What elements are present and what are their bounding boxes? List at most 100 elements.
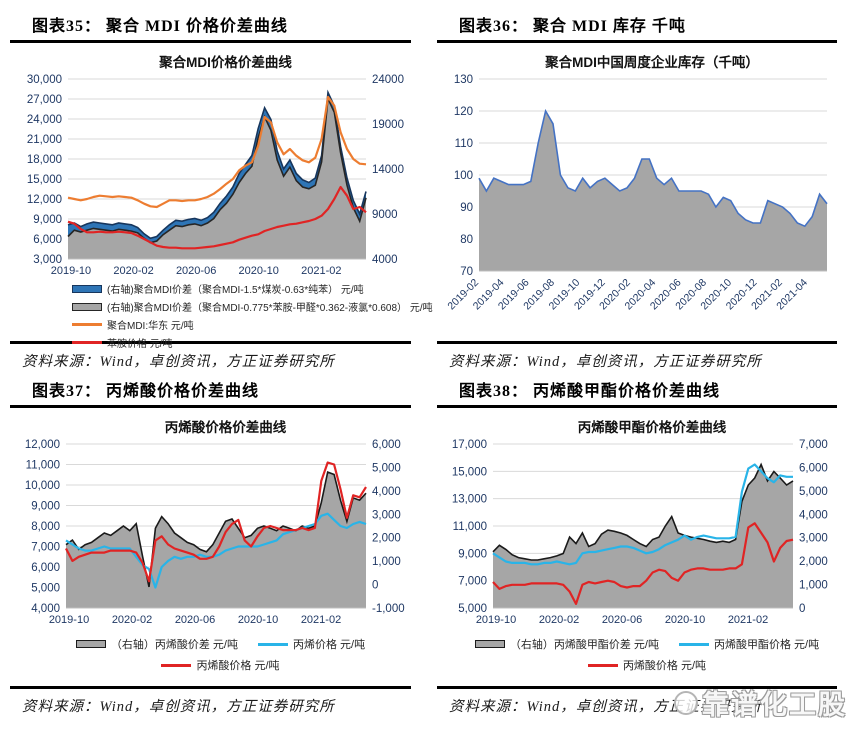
svg-text:2019-10: 2019-10 [51,265,91,277]
watermark: 靠谱化工股 [674,683,847,722]
chart-svg: 5,000 7,000 9,000 11,000 13,000 15,000 17,000 0… [452,439,828,626]
svg-text:9,000: 9,000 [458,548,487,560]
svg-text:2019-10: 2019-10 [49,614,89,626]
source-rule [437,686,837,689]
svg-text:14000: 14000 [372,164,404,176]
chart-35-plot: 3,000 6,000 9,000 12,000 15,000 18,000 21,000 2… [10,73,411,279]
svg-text:27,000: 27,000 [27,94,62,106]
svg-text:3,000: 3,000 [799,533,828,545]
figure-37-source: 资料来源：Wind，卓创资讯，方正证券研究所 [22,699,335,715]
legend-label: 丙烯价格 元/吨 [293,639,366,651]
svg-text:30,000: 30,000 [27,74,62,86]
svg-text:3,000: 3,000 [33,254,62,266]
svg-text:0: 0 [372,580,378,592]
source-rule [437,341,837,344]
svg-text:4000: 4000 [372,254,398,266]
figure-35-source: 资料来源：Wind，卓创资讯，方正证券研究所 [22,354,335,370]
legend-swatch-bar-icon [75,640,106,648]
svg-text:-1,000: -1,000 [372,603,405,615]
svg-text:80: 80 [460,234,473,246]
figure-37: 图表37： 丙烯酸价格价差曲线 丙烯酸价格价差曲线 4,000 5,000 6,00… [0,371,427,732]
figure-38-caption: 图表38： 丙烯酸甲酯价格价差曲线 [459,383,721,400]
svg-text:7,000: 7,000 [799,439,828,451]
chart-38-title: 丙烯酸甲酯价格价差曲线 [577,420,727,435]
svg-text:9,000: 9,000 [31,501,60,513]
svg-text:90: 90 [460,202,473,214]
svg-text:2020-10: 2020-10 [238,614,278,626]
svg-text:12,000: 12,000 [27,194,62,206]
legend-swatch-line-icon [587,663,618,667]
chart-svg: 3,000 6,000 9,000 12,000 15,000 18,000 21,000 2… [27,74,404,277]
legend-label: (右轴)聚合MDI价差（聚合MDI-0.775*苯胺-甲醛*0.362-液氯*0… [107,303,433,314]
svg-text:2021-02: 2021-02 [728,614,768,626]
svg-text:2,000: 2,000 [799,556,828,568]
svg-text:2020-02: 2020-02 [112,614,152,626]
svg-text:2021-02: 2021-02 [301,614,341,626]
chart-svg: 7080901001101201302019-022019-042019-062… [445,74,828,312]
legend-label: （右轴）丙烯酸价差 元/吨 [110,639,238,651]
chart-36-title: 聚合MDI中国周度企业库存（千吨） [545,55,759,70]
chart-svg: 4,000 5,000 6,000 7,000 8,000 9,000 10,000 11,0… [25,439,405,626]
svg-text:15,000: 15,000 [27,174,62,186]
legend-label: 丙烯酸价格 元/吨 [622,660,707,672]
legend-label: 苯胺价格 元/吨 [107,339,173,350]
legend-item: 丙烯酸价格 元/吨 [161,657,280,673]
legend-label: 聚合MDI:华东 元/吨 [107,321,194,332]
svg-text:2019-10: 2019-10 [476,614,516,626]
svg-text:5,000: 5,000 [799,486,828,498]
legend-item: （右轴）丙烯酸甲酯价差 元/吨 [474,636,659,652]
legend-swatch-line-icon [258,642,288,646]
svg-text:2020-06: 2020-06 [175,614,215,626]
caption-rule [437,405,837,408]
svg-text:6,000: 6,000 [33,234,62,246]
svg-text:130: 130 [454,74,473,86]
legend-swatch-line-icon [679,642,709,646]
svg-text:13,000: 13,000 [452,494,487,506]
legend-item: 苯胺价格 元/吨 [72,335,173,350]
legend-swatch-bar-icon [72,284,102,293]
svg-text:5,000: 5,000 [458,603,487,615]
legend-swatch-bar-icon [474,640,505,648]
svg-text:2020-02: 2020-02 [539,614,579,626]
svg-text:11,000: 11,000 [26,460,60,472]
svg-text:6,000: 6,000 [372,439,401,451]
svg-text:1,000: 1,000 [372,556,401,568]
legend-item: 丙烯酸甲酯价格 元/吨 [679,636,819,652]
svg-text:5,000: 5,000 [372,462,401,474]
svg-text:24,000: 24,000 [27,114,62,126]
svg-text:100: 100 [454,170,473,182]
svg-text:11,000: 11,000 [453,521,487,533]
legend-item: 丙烯酸价格 元/吨 [587,657,707,673]
chart-37-title: 丙烯酸价格价差曲线 [164,420,287,435]
svg-text:7,000: 7,000 [458,576,487,588]
legend-label: 丙烯酸价格 元/吨 [196,660,280,672]
legend-label: （右轴）丙烯酸甲酯价差 元/吨 [509,639,659,651]
svg-text:5,000: 5,000 [31,583,60,595]
svg-text:8,000: 8,000 [31,521,60,533]
svg-text:4,000: 4,000 [799,509,828,521]
watermark-circle-logo-icon [674,690,698,715]
svg-text:9,000: 9,000 [33,214,62,226]
chart-36-plot: 70 80 90 100 110 120 130 2019-02 2019-04 2019-06 2… [437,73,837,325]
svg-text:2,000: 2,000 [372,533,401,545]
svg-text:12,000: 12,000 [25,439,60,451]
svg-text:19000: 19000 [372,119,404,131]
chart-38-legend: （右轴）丙烯酸甲酯价差 元/吨 丙烯酸甲酯价格 元/吨丙烯酸价格 元/吨 [437,636,837,673]
legend-swatch-line-icon [72,341,102,344]
legend-swatch-line-icon [161,663,192,667]
svg-text:21,000: 21,000 [27,134,62,146]
svg-text:4,000: 4,000 [372,486,401,498]
source-rule [10,686,411,689]
svg-text:0: 0 [799,603,805,615]
svg-text:9000: 9000 [372,209,398,221]
legend-item: 聚合MDI:华东 元/吨 [72,317,194,332]
figure-35-caption: 图表35： 聚合 MDI 价格价差曲线 [32,18,288,35]
caption-rule [10,405,411,408]
source-rule [10,341,411,344]
chart-38-plot: 5,000 7,000 9,000 11,000 13,000 15,000 17,000 0… [437,438,837,628]
figure-35: 图表35： 聚合 MDI 价格价差曲线 聚合MDI价格价差曲线 3,000 6,0… [0,6,433,371]
watermark-text: 靠谱化工股 [702,690,847,720]
caption-rule [10,40,411,43]
figure-36-source: 资料来源：Wind，卓创资讯，方正证券研究所 [449,354,762,370]
